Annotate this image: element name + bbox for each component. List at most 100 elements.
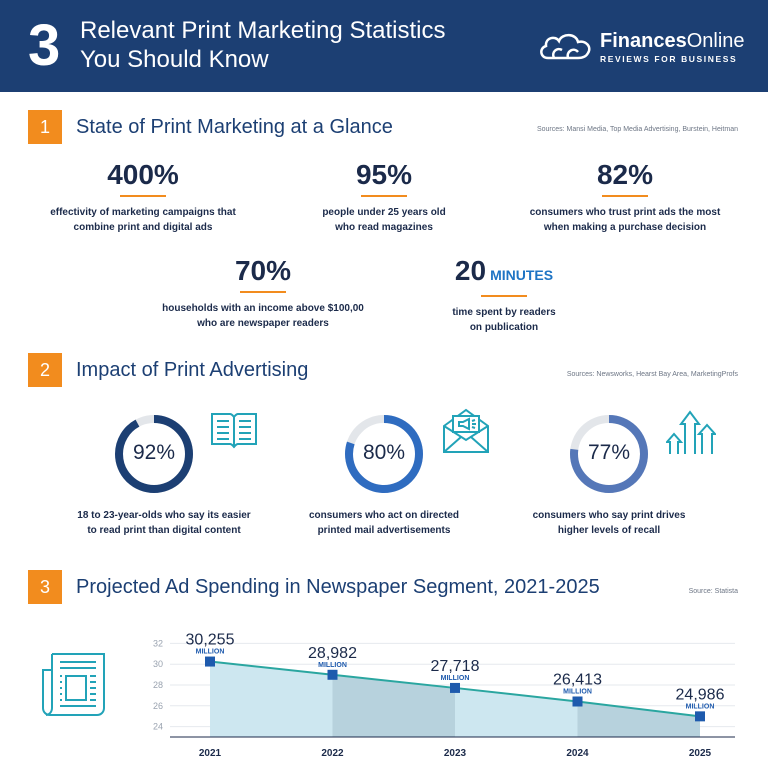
data-value-label: 27,718 <box>431 658 480 675</box>
stat-desc-line: combine print and digital ads <box>73 222 213 233</box>
area-segment <box>210 661 333 737</box>
donut-desc-line: consumers who act on directed <box>308 510 460 521</box>
header-number: 3 <box>28 13 61 78</box>
data-point-marker <box>450 682 460 693</box>
section2-number: 2 <box>28 353 62 387</box>
stat-number: 95% <box>355 159 413 190</box>
stat-desc-line: who are newspaper readers <box>197 318 329 329</box>
header-title: Relevant Print Marketing Statistics You … <box>80 16 445 74</box>
stat-desc-line: who read magazines <box>335 222 433 233</box>
stat-description: time spent by readers on publication <box>384 305 624 335</box>
section3-number: 3 <box>28 570 62 604</box>
stat-underline <box>481 295 527 297</box>
stat-description: consumers who trust print ads the most wh… <box>505 205 745 235</box>
stat-desc-line: on publication <box>469 322 539 333</box>
stat-82-percent: 82% consumers who trust print ads the mo… <box>505 158 745 235</box>
stat-number: 70% <box>234 255 292 286</box>
area-segment <box>455 687 578 737</box>
header-banner: 3 Relevant Print Marketing Statistics Yo… <box>0 0 768 92</box>
stat-number: 20 <box>454 255 487 286</box>
brand-light: Online <box>686 30 745 52</box>
stat-number: 82% <box>596 159 654 190</box>
stat-value: 70% <box>143 254 383 288</box>
stat-underline <box>361 195 407 197</box>
y-tick-label: 32 <box>153 638 163 648</box>
data-unit-label: MILLION <box>563 689 592 696</box>
stat-value: 95% <box>264 158 504 192</box>
data-value-label: 30,255 <box>186 632 235 649</box>
section2-title: Impact of Print Advertising <box>76 359 309 381</box>
stat-underline <box>240 291 286 293</box>
stat-value: 400% <box>23 158 263 192</box>
stat-description: people under 25 years old who read magazi… <box>264 205 504 235</box>
section1-sources: Sources: Mansi Media, Top Media Advertis… <box>536 126 738 133</box>
growth-arrows-icon <box>666 410 716 454</box>
donut-description: consumers who act on directed printed mai… <box>264 508 504 538</box>
section3-sources: Source: Statista <box>688 588 738 595</box>
stat-desc-line: when making a purchase decision <box>543 222 707 233</box>
donut-arc <box>115 415 193 493</box>
donut-description: 18 to 23-year-olds who say its easier to … <box>44 508 284 538</box>
y-tick-label: 30 <box>153 659 163 669</box>
data-unit-label: MILLION <box>441 675 470 682</box>
donut-desc-line: consumers who say print drives <box>532 510 686 521</box>
stat-underline <box>120 195 166 197</box>
brand-name: FinancesOnline <box>600 30 745 52</box>
stat-value: 82% <box>505 158 745 192</box>
donut-chart-77 <box>570 415 648 493</box>
data-value-label: 28,982 <box>308 645 357 662</box>
donut-desc-line: printed mail advertisements <box>317 525 451 536</box>
area-segment <box>577 701 700 737</box>
data-point-marker <box>695 711 705 722</box>
header-title-line2: You Should Know <box>80 46 269 73</box>
y-tick-label: 24 <box>153 722 163 732</box>
donut-desc-line: 18 to 23-year-olds who say its easier <box>77 510 251 521</box>
data-unit-label: MILLION <box>196 649 225 656</box>
header-title-line1: Relevant Print Marketing Statistics <box>80 17 446 44</box>
data-unit-label: MILLION <box>686 703 715 710</box>
brand-tagline: REVIEWS FOR BUSINESS <box>600 54 738 64</box>
donut-chart-80 <box>345 415 423 493</box>
stat-20-minutes: 20 MINUTES time spent by readers on public… <box>384 254 624 335</box>
stat-70-percent: 70% households with an income above $100… <box>143 254 383 331</box>
mail-envelope-icon <box>443 408 489 453</box>
data-point-marker <box>327 669 338 680</box>
data-unit-label: MILLION <box>318 662 347 669</box>
section1-number: 1 <box>28 110 62 144</box>
stat-number: 400% <box>107 159 179 190</box>
stat-description: households with an income above $100,00 w… <box>143 301 383 331</box>
donut-chart-92 <box>115 415 193 493</box>
donut-percent-label: 92% <box>132 441 176 464</box>
ad-spending-area-chart: 323028262430,255MILLION202128,982MILLION… <box>153 632 735 759</box>
x-tick-label: 2025 <box>689 748 712 759</box>
stat-underline <box>602 195 648 197</box>
donut-description: consumers who say print drives higher lev… <box>489 508 729 538</box>
open-book-icon <box>211 413 257 449</box>
stat-value: 20 MINUTES <box>384 254 624 292</box>
stat-unit: MINUTES <box>490 267 554 283</box>
data-point-marker <box>572 696 583 707</box>
data-value-label: 24,986 <box>676 686 725 703</box>
x-tick-label: 2022 <box>321 748 344 759</box>
donut-desc-line: to read print than digital content <box>87 525 241 536</box>
x-tick-label: 2023 <box>444 748 467 759</box>
x-tick-label: 2024 <box>566 748 589 759</box>
section1-title: State of Print Marketing at a Glance <box>76 116 393 138</box>
y-tick-label: 26 <box>153 701 163 711</box>
data-point-marker <box>205 656 215 667</box>
donut-desc-line: higher levels of recall <box>557 525 661 536</box>
donut-percent-label: 80% <box>362 441 406 464</box>
newspaper-icon <box>42 653 105 716</box>
donut-percent-label: 77% <box>587 441 631 464</box>
cloud-logo-icon <box>540 33 591 60</box>
brand-bold: Finances <box>600 30 687 52</box>
stat-desc-line: people under 25 years old <box>322 207 446 218</box>
stat-desc-line: time spent by readers <box>452 307 556 318</box>
y-tick-label: 28 <box>153 680 163 690</box>
stat-95-percent: 95% people under 25 years old who read ma… <box>264 158 504 235</box>
stat-desc-line: effectivity of marketing campaigns that <box>50 207 236 218</box>
data-value-label: 26,413 <box>553 672 602 689</box>
section2-sources: Sources: Newsworks, Hearst Bay Area, Mar… <box>566 371 738 378</box>
stat-desc-line: households with an income above $100,00 <box>162 303 364 314</box>
x-tick-label: 2021 <box>199 748 222 759</box>
